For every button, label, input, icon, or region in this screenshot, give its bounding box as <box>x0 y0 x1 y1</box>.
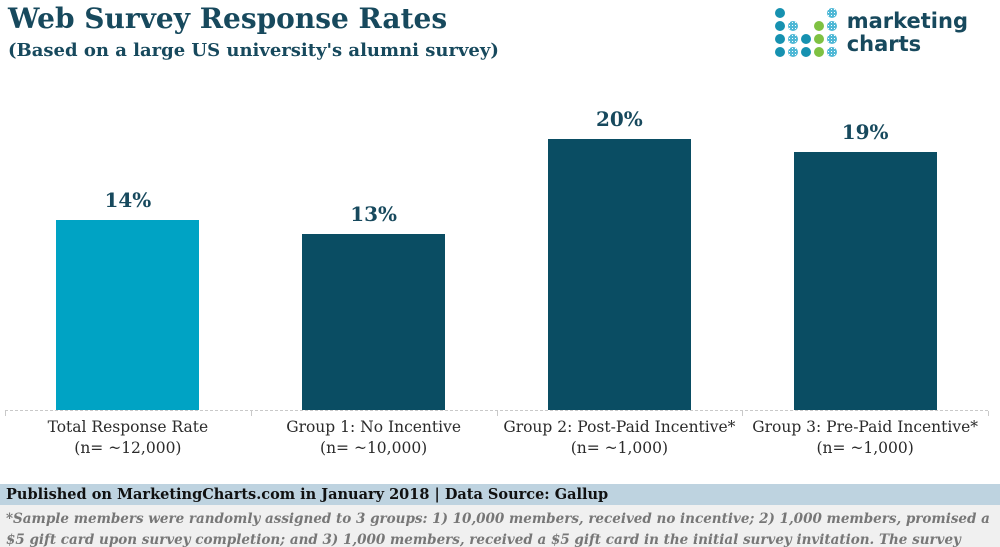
logo-dot-icon <box>826 34 837 44</box>
category-label-line: Group 1: No Incentive <box>286 418 462 436</box>
publication-bar: Published on MarketingCharts.com in Janu… <box>0 484 1000 505</box>
logo-dot-icon <box>774 21 785 31</box>
logo-dot-icon <box>787 34 798 44</box>
category-label-line: Total Response Rate <box>47 418 209 436</box>
category-label-3: Group 2: Post-Paid Incentive* (n= ~1,000) <box>497 417 743 459</box>
footnote-bar: *Sample members were randomly assigned t… <box>0 505 1000 547</box>
axis-tick <box>5 411 6 416</box>
logo-dot-icon <box>800 34 811 44</box>
logo-dot-icon <box>813 47 824 57</box>
page-title: Web Survey Response Rates <box>8 2 448 35</box>
logo-dot-icon <box>774 8 785 18</box>
category-label-line: (n= ~12,000) <box>74 439 182 457</box>
logo-dot-icon <box>787 21 798 31</box>
publication-text: Published on MarketingCharts.com in Janu… <box>6 486 609 503</box>
marketingcharts-logo: marketing charts <box>774 8 968 57</box>
category-label-1: Total Response Rate (n= ~12,000) <box>5 417 251 459</box>
category-label-line: (n= ~1,000) <box>570 439 669 457</box>
logo-dot-icon <box>774 34 785 44</box>
logo-dot-icon <box>813 21 824 31</box>
axis-tick <box>496 411 498 416</box>
logo-dot-icon <box>826 21 837 31</box>
category-label-line: (n= ~1,000) <box>816 439 914 457</box>
logo-dot-icon <box>774 47 785 57</box>
logo-dot-icon <box>826 47 837 57</box>
category-label-2: Group 1: No Incentive (n= ~10,000) <box>251 417 497 459</box>
logo-wordmark: marketing charts <box>846 8 968 56</box>
category-label-line: (n= ~10,000) <box>320 439 428 457</box>
bar-4 <box>793 152 937 410</box>
category-label-4: Group 3: Pre-Paid Incentive* (n= ~1,000) <box>742 417 988 459</box>
logo-dot-icon <box>826 8 837 18</box>
footnote-text: *Sample members were randomly assigned t… <box>6 511 990 547</box>
logo-dot-icon <box>800 47 811 57</box>
logo-dot-icon <box>813 34 824 44</box>
axis-tick <box>250 411 252 416</box>
logo-word-charts: charts <box>846 31 922 56</box>
value-label-2: 13% <box>350 202 398 226</box>
value-label-3: 20% <box>595 107 643 131</box>
x-axis-baseline <box>5 410 988 411</box>
bar-2 <box>302 234 446 410</box>
category-label-line: Group 3: Pre-Paid Incentive* <box>752 418 979 436</box>
value-label-4: 19% <box>841 120 889 144</box>
page-subtitle: (Based on a large US university's alumni… <box>8 40 499 61</box>
value-label-1: 14% <box>104 188 152 212</box>
logo-dots-icon <box>774 8 837 57</box>
logo-dot-icon <box>787 47 798 57</box>
axis-tick <box>742 411 744 416</box>
bar-3 <box>547 139 691 410</box>
logo-word-marketing: marketing <box>846 8 968 33</box>
category-label-line: Group 2: Post-Paid Incentive* <box>503 418 736 436</box>
bar-1 <box>56 220 200 410</box>
axis-tick <box>988 411 989 416</box>
bar-chart: 14% Total Response Rate (n= ~12,000) 13% Gro… <box>5 107 989 459</box>
